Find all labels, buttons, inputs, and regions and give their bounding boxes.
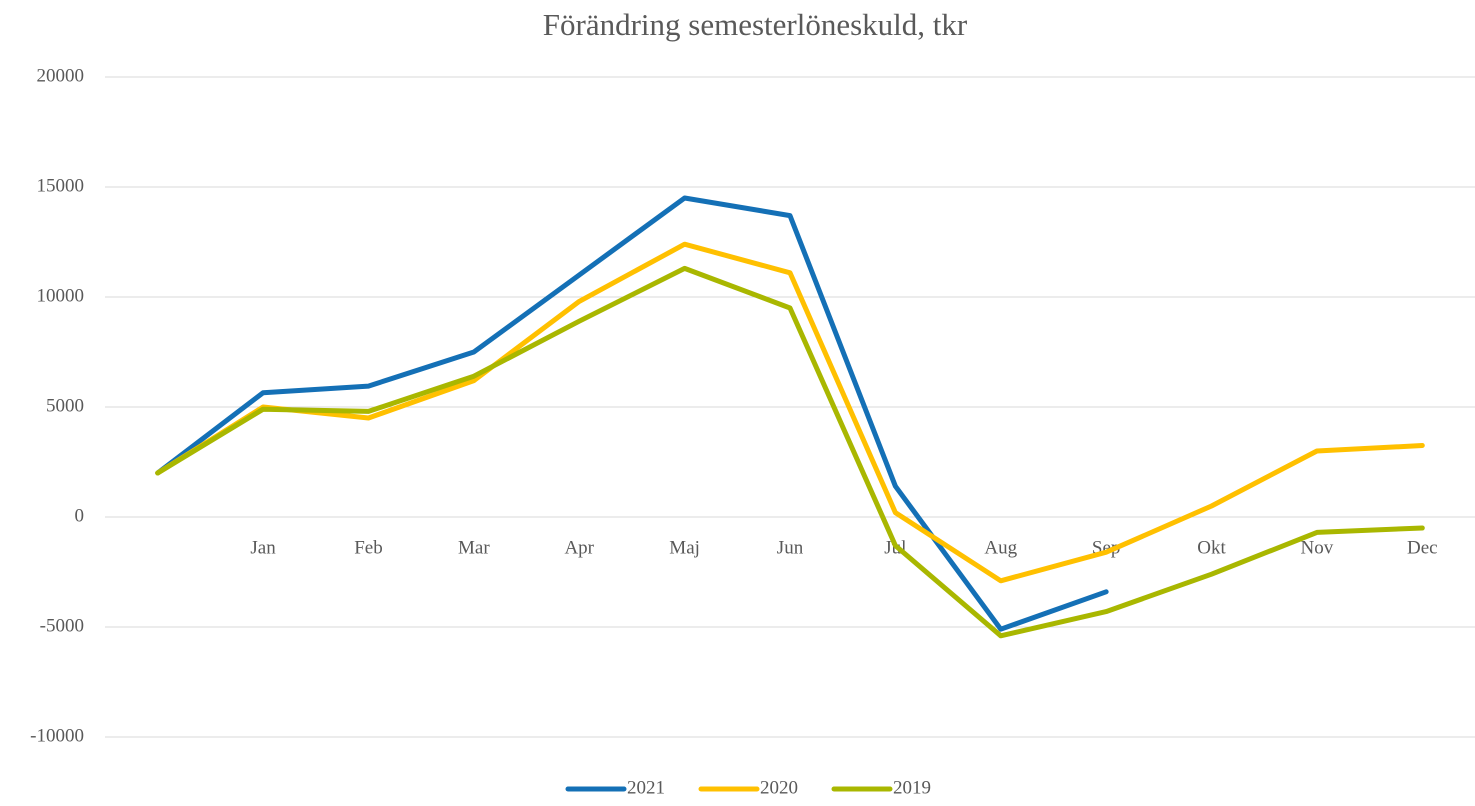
y-tick-label: -10000 bbox=[30, 725, 84, 746]
y-tick-label: 10000 bbox=[37, 285, 85, 306]
x-tick-label: Jun bbox=[777, 537, 804, 558]
y-tick-label: 20000 bbox=[37, 65, 85, 86]
x-tick-label: Dec bbox=[1407, 537, 1438, 558]
x-tick-label: Aug bbox=[984, 537, 1017, 558]
legend-label: 2021 bbox=[627, 777, 665, 798]
x-tick-label: Mar bbox=[458, 537, 490, 558]
x-tick-label: Feb bbox=[354, 537, 383, 558]
y-tick-label: 15000 bbox=[37, 175, 85, 196]
x-tick-label: Okt bbox=[1197, 537, 1226, 558]
legend-label: 2019 bbox=[893, 777, 931, 798]
x-tick-label: Apr bbox=[564, 537, 594, 558]
x-tick-label: Jan bbox=[250, 537, 276, 558]
legend-label: 2020 bbox=[760, 777, 798, 798]
y-tick-label: -5000 bbox=[40, 615, 84, 636]
series-line bbox=[155, 195, 1109, 632]
y-tick-label: 0 bbox=[75, 505, 85, 526]
x-tick-label: Nov bbox=[1301, 537, 1334, 558]
chart-title: Förändring semesterlöneskuld, tkr bbox=[543, 7, 968, 42]
y-tick-label: 5000 bbox=[46, 395, 84, 416]
x-tick-label: Maj bbox=[669, 537, 700, 558]
series-line bbox=[155, 265, 1425, 639]
series-line bbox=[155, 241, 1425, 584]
